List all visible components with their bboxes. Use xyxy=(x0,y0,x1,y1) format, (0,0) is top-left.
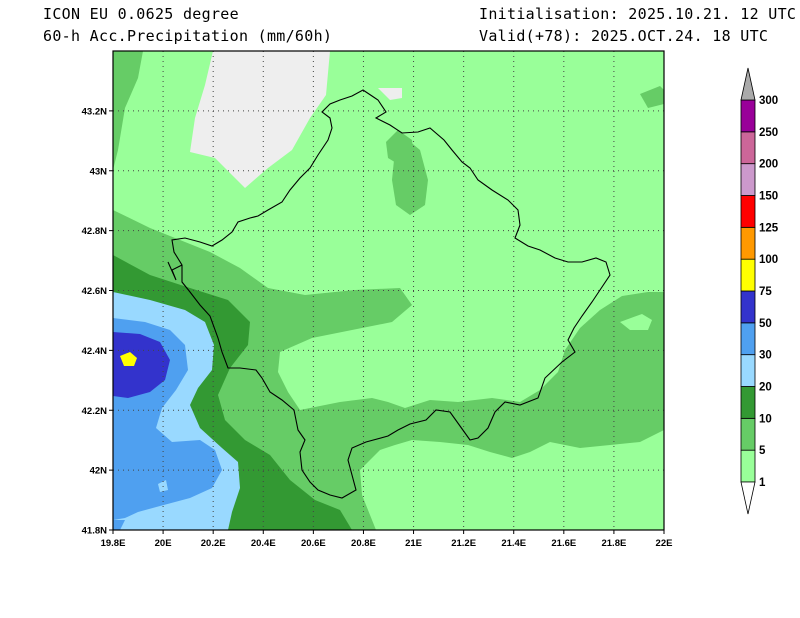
lon-label: 21.4E xyxy=(501,538,526,549)
colorbar-box xyxy=(740,258,756,292)
colorbar-label: 125 xyxy=(759,222,779,234)
lon-label: 20E xyxy=(155,538,172,549)
lat-label: 42.6N xyxy=(82,286,107,297)
colorbar-box xyxy=(740,386,756,419)
field-75-100 xyxy=(113,332,170,398)
colorbar-box xyxy=(740,195,756,228)
colorbar-box xyxy=(740,226,756,260)
valid-time: Valid(+78): 2025.OCT.24. 18 UTC xyxy=(479,27,769,45)
lat-label: 41.8N xyxy=(82,526,107,537)
lon-label: 20.6E xyxy=(301,538,326,549)
colorbar-box xyxy=(740,163,756,196)
colorbar-max-triangle xyxy=(740,67,756,101)
colorbar-box xyxy=(740,290,756,324)
lat-label: 42.4N xyxy=(82,346,107,357)
lon-label: 21.6E xyxy=(551,538,576,549)
colorbar-min-triangle xyxy=(740,481,756,515)
colorbar-box xyxy=(740,354,756,387)
colorbar: 1 5 10 20 30 50 75 100 125 150 200 250 300 xyxy=(740,67,779,515)
latitude-labels: 43.2N 43N 42.8N 42.6N 42.4N 42.2N 42N 41.8N xyxy=(82,106,107,536)
colorbar-box xyxy=(740,131,756,165)
colorbar-label: 200 xyxy=(759,159,778,171)
country-border xyxy=(171,89,611,499)
colorbar-label: 1 xyxy=(759,477,766,489)
lon-label: 20.8E xyxy=(351,538,376,549)
lon-label: 22E xyxy=(656,538,673,549)
colorbar-label: 30 xyxy=(759,350,772,362)
variable-title: 60-h Acc.Precipitation (mm/60h) xyxy=(43,27,333,45)
field-100-125 xyxy=(120,352,137,366)
lon-label: 20.2E xyxy=(201,538,226,549)
lat-lon-grid xyxy=(113,51,664,530)
lat-label: 42N xyxy=(90,466,108,477)
colorbar-box xyxy=(740,322,756,356)
colorbar-box xyxy=(740,449,756,483)
lon-label: 20.4E xyxy=(251,538,276,549)
lon-label: 19.8E xyxy=(101,538,126,549)
colorbar-label: 5 xyxy=(759,445,766,457)
lon-label: 21.2E xyxy=(451,538,476,549)
lat-label: 43N xyxy=(90,166,108,177)
field-dry xyxy=(190,51,330,188)
colorbar-box xyxy=(740,417,756,451)
colorbar-label: 300 xyxy=(759,95,778,107)
lat-label: 43.2N xyxy=(82,106,107,117)
colorbar-box xyxy=(740,99,756,133)
lon-label: 21E xyxy=(405,538,422,549)
longitude-labels: 19.8E 20E 20.2E 20.4E 20.6E 20.8E 21E 21.2E 21.4… xyxy=(101,538,673,549)
model-title: ICON EU 0.0625 degree xyxy=(43,5,239,23)
colorbar-label: 50 xyxy=(759,318,772,330)
colorbar-label: 100 xyxy=(759,254,778,266)
colorbar-label: 75 xyxy=(759,286,772,298)
lon-label: 21.8E xyxy=(601,538,626,549)
colorbar-label: 20 xyxy=(759,382,772,394)
colorbar-label: 250 xyxy=(759,127,778,139)
colorbar-label: 10 xyxy=(759,413,772,425)
init-time: Initialisation: 2025.10.21. 12 UTC xyxy=(479,5,797,23)
lat-label: 42.8N xyxy=(82,226,107,237)
colorbar-label: 150 xyxy=(759,191,778,203)
axis-ticks xyxy=(109,110,665,534)
lat-label: 42.2N xyxy=(82,406,107,417)
